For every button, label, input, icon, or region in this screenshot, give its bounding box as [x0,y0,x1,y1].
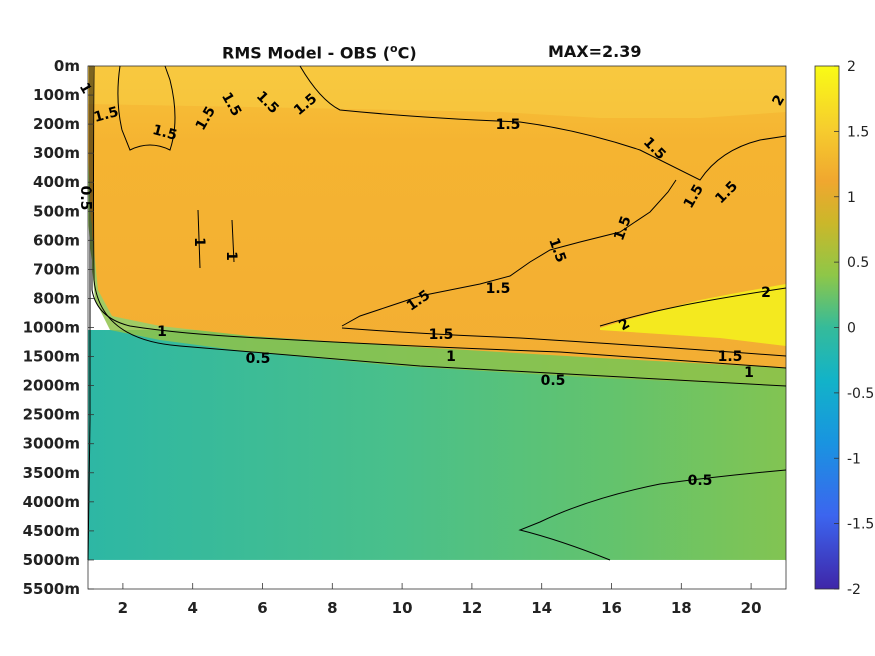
x-axis-ticks: 2 4 6 8 10 12 14 16 18 20 [118,583,762,617]
surface-light-band [88,66,786,118]
colorbar-tick-label: 0 [847,321,856,337]
y-tick-label: 3500m [23,464,80,482]
contour-label-text: 1 [446,349,456,365]
x-tick-label: 10 [392,599,413,617]
hot-region [600,284,786,346]
y-tick-label: 600m [33,231,80,249]
y-tick-label: 400m [33,173,80,191]
y-tick-label: 4500m [23,522,80,540]
colorbar-tick-label: -0.5 [847,386,874,402]
contour-label-text: 1.5 [496,117,521,133]
colorbar-tick-label: -1 [847,451,861,467]
contour-0.5-shallow [87,66,91,561]
contour-1.5-upper-right [299,65,787,181]
contour-2-right [599,287,787,327]
contour-label-text: 1 [223,251,239,261]
x-tick-label: 8 [327,599,337,617]
y-tick-label: 4000m [23,493,80,511]
colorbar-tick-label: 1.5 [847,124,869,140]
y-tick-label: 100m [33,86,80,104]
x-tick-label: 20 [741,599,762,617]
contour-label: 1.5 [486,281,511,297]
x-tick-label: 12 [461,599,482,617]
y-tick-label: 5500m [23,580,80,598]
max-label: MAX=2.39 [548,42,642,61]
y-tick-label: 800m [33,289,80,307]
y-tick-label: 1000m [23,319,80,337]
contour-label: 2 [761,285,771,301]
contour-label-text: 0.5 [246,351,271,367]
contour-label-text: 1 [744,365,754,381]
contour-label: 1.5 [611,214,635,243]
contour-label: 1.5 [545,236,569,265]
contour-label: 1 [191,237,207,247]
contour-label-text: 1.5 [611,214,635,243]
contour-label: 0.5 [246,351,271,367]
contour-label-text: 1.5 [429,327,454,343]
chart-title: RMS Model - OBS (oC) [222,42,417,62]
contour-label: 1.5 [92,104,120,126]
contour-label-text: 1 [191,237,207,247]
contour-1-patch-2 [231,219,235,263]
title-suffix: C) [397,43,417,63]
x-tick-label: 2 [118,599,128,617]
contour-0.5-upper [93,65,787,387]
y-tick-label: 3000m [23,435,80,453]
x-tick-label: 14 [531,599,552,617]
contour-label: 1.5 [151,122,179,144]
colorbar: 2 1.5 1 0.5 0 -0.5 -1 -1.5 -2 [814,59,874,598]
contour-label-text: 1.5 [545,236,569,265]
no-data-region [88,559,786,589]
contour-label: 0.5 [77,186,93,211]
contour-label-text: 1 [157,324,167,340]
contour-label-text: 0.5 [77,186,93,211]
y-tick-label: 300m [33,144,80,162]
colorbar-tick-label: 1 [847,190,856,206]
y-tick-label: 2500m [23,406,80,424]
contour-1-upper [91,66,787,369]
x-tick-label: 18 [671,599,692,617]
y-tick-label: 500m [33,202,80,220]
y-tick-label: 200m [33,115,80,133]
contour-label: 1 [446,349,456,365]
contour-label-text: 1.5 [151,122,179,144]
contour-lines [87,65,787,561]
y-tick-label: 2000m [23,377,80,395]
contour-label: 1.5 [496,117,521,133]
contour-label: 1 [157,324,167,340]
x-tick-label: 6 [257,599,267,617]
title-superscript: o [390,42,398,55]
y-axis-ticks: 0m 100m 200m 300m 400m 500m 600m 700m 800m 1000m 1… [23,57,94,598]
colorbar-tick-label: 0.5 [847,255,869,271]
contour-label-text: 0.5 [541,373,566,389]
contour-1.5-deep [341,327,787,357]
contour-0.5-abyssal [518,469,787,561]
colorbar-tick-label: -2 [847,582,861,598]
contour-1.5-left [117,65,176,151]
colorbar-tick-label: 2 [847,59,856,75]
y-tick-label: 700m [33,260,80,278]
contour-1-patch [197,209,201,269]
contour-label: 1.5 [718,349,743,365]
contour-label-text: 1.5 [486,281,511,297]
title-text: RMS Model - OBS ( [222,43,391,63]
colorbar-tick-label: -1.5 [847,517,874,533]
contour-label-text: 0.5 [688,473,713,489]
y-tick-label: 5000m [23,551,80,569]
y-tick-label: 0m [54,57,80,75]
colorbar-ticks: 2 1.5 1 0.5 0 -0.5 -1 -1.5 -2 [834,59,874,598]
x-tick-label: 16 [601,599,622,617]
contour-label-text: 2 [761,285,771,301]
contour-label: 1 [744,365,754,381]
contour-label: 0.5 [541,373,566,389]
y-tick-label: 1500m [23,348,80,366]
x-tick-label: 4 [187,599,197,617]
contour-label: 0.5 [688,473,713,489]
contour-label-text: 1.5 [718,349,743,365]
contour-label-text: 1.5 [92,104,120,126]
contour-label: 1 [223,251,239,261]
contour-1.5-diagonal [341,179,677,327]
contour-label: 1.5 [429,327,454,343]
